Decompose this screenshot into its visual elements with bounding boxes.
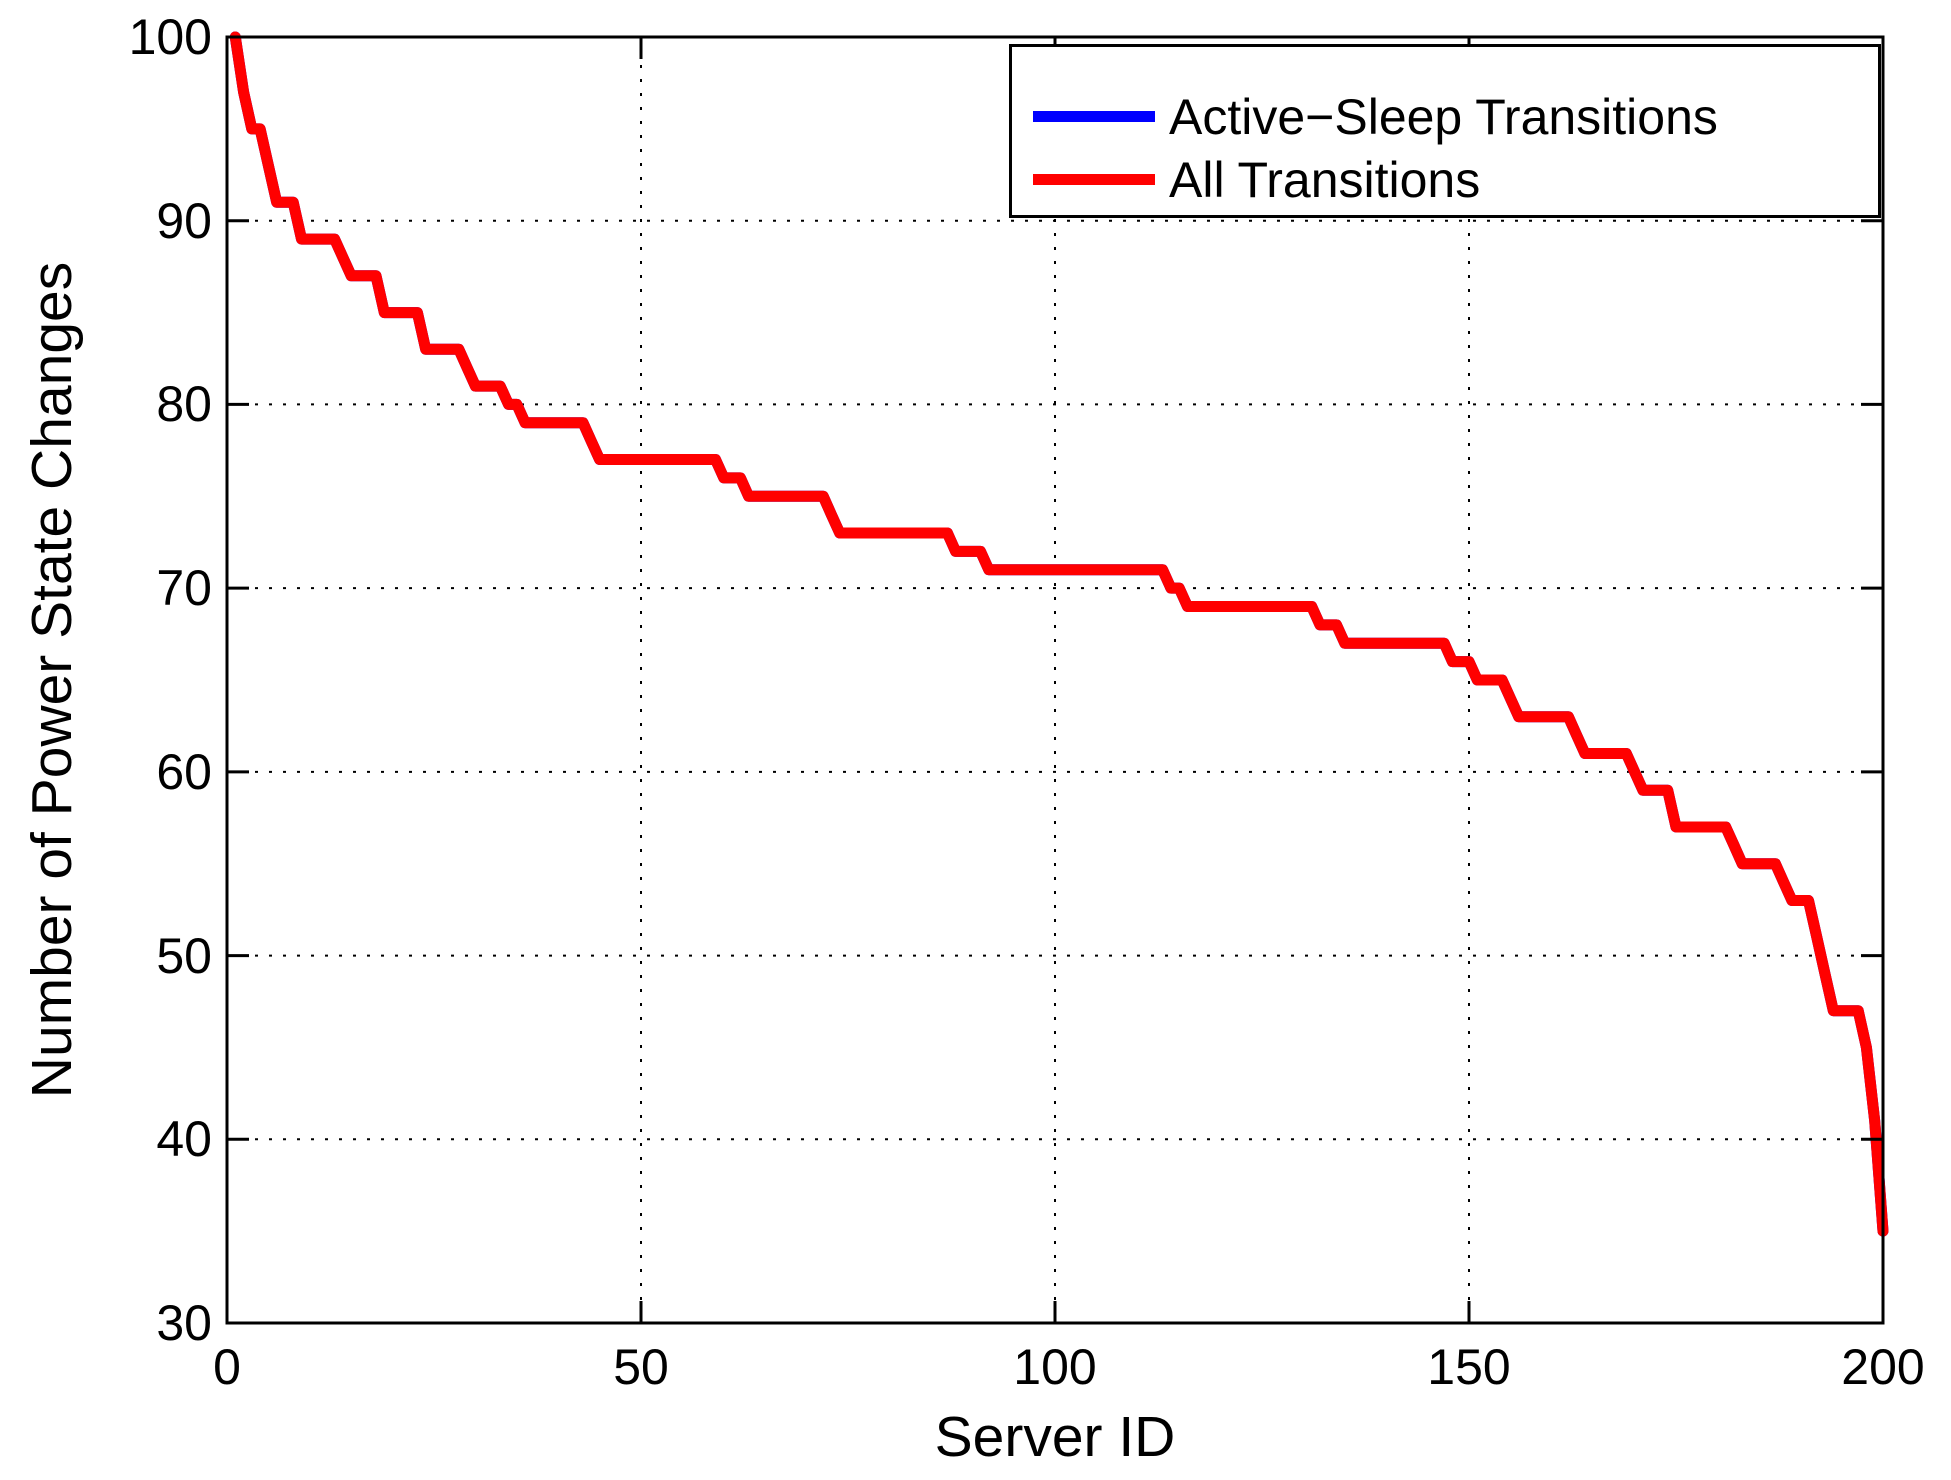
y-tick-label: 100 bbox=[128, 9, 212, 65]
x-tick-label: 100 bbox=[1013, 1339, 1097, 1395]
x-tick-label: 200 bbox=[1841, 1339, 1925, 1395]
x-tick-label: 0 bbox=[213, 1339, 241, 1395]
legend-line-active-sleep-icon bbox=[1033, 111, 1155, 122]
x-tick-label: 50 bbox=[613, 1339, 669, 1395]
x-axis-label: Server ID bbox=[934, 1405, 1176, 1469]
legend-label-all-transitions: All Transitions bbox=[1169, 151, 1481, 208]
y-tick-label: 50 bbox=[156, 927, 212, 984]
legend-line-all-transitions-icon bbox=[1033, 174, 1155, 185]
legend-label-active-sleep: Active−Sleep Transitions bbox=[1169, 88, 1718, 145]
y-tick-label: 80 bbox=[156, 376, 212, 433]
y-tick-label: 30 bbox=[156, 1295, 212, 1351]
y-tick-label: 60 bbox=[156, 743, 212, 800]
legend: Active−Sleep Transitions All Transitions bbox=[1009, 44, 1881, 218]
series-line-all-transitions bbox=[229, 31, 1889, 1237]
legend-item-all-transitions: All Transitions bbox=[1012, 148, 1878, 211]
legend-item-active-sleep: Active−Sleep Transitions bbox=[1012, 85, 1878, 148]
y-tick-label: 70 bbox=[156, 560, 212, 617]
y-tick-label: 40 bbox=[156, 1111, 212, 1168]
x-tick-label: 150 bbox=[1427, 1339, 1511, 1395]
y-tick-label: 90 bbox=[156, 192, 212, 249]
